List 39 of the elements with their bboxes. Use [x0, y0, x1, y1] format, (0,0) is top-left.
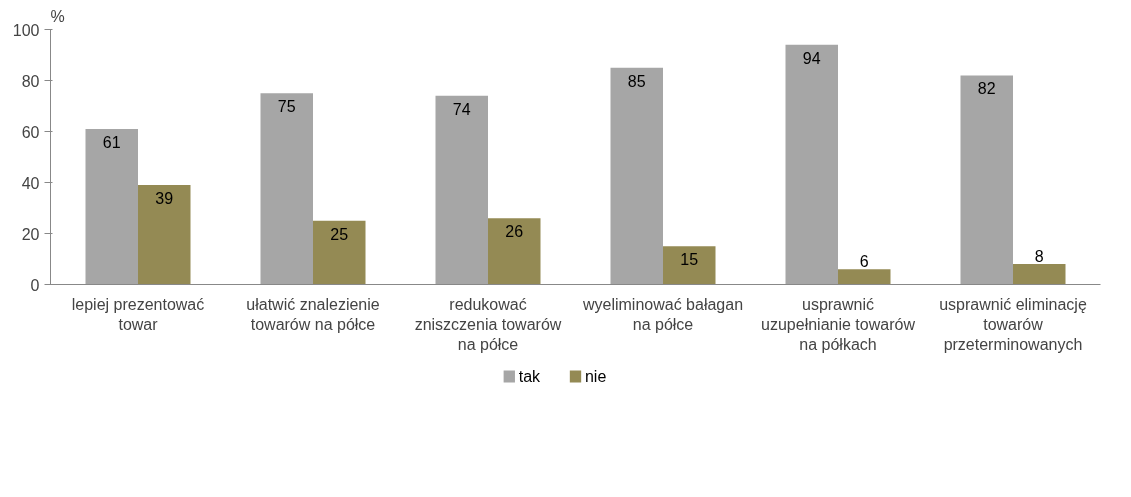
legend-label: tak — [518, 368, 542, 385]
y-tick-label: 0 — [30, 276, 40, 294]
x-tick-label: wyeliminować bałagan na półce — [581, 295, 744, 333]
bar — [610, 67, 663, 285]
y-tick-label: 80 — [21, 72, 40, 90]
data-label: 26 — [505, 222, 524, 240]
data-label: 39 — [155, 189, 174, 207]
y-tick-label: 20 — [21, 225, 40, 243]
data-label: 85 — [627, 72, 646, 90]
x-tick-label: lepiej prezentować towar — [71, 295, 205, 333]
data-label: 6 — [859, 253, 869, 271]
data-label: 94 — [802, 49, 821, 67]
data-label: 82 — [977, 80, 996, 98]
x-tick-label: redukować zniszczenia towarów na półce — [414, 295, 562, 354]
bar — [488, 218, 541, 285]
bar — [313, 220, 366, 285]
x-tick-label: usprawnić eliminację towarów przeterminowanych — [939, 295, 1087, 354]
bar — [435, 95, 488, 285]
x-tick-label: usprawnić uzupełnianie towarów na półkach — [761, 295, 916, 354]
bar — [960, 75, 1013, 285]
bar — [1013, 264, 1066, 285]
data-label: 15 — [680, 251, 699, 268]
bar — [663, 246, 716, 285]
y-tick-label: 40 — [21, 174, 40, 192]
data-label: 75 — [277, 98, 296, 115]
bar — [785, 44, 838, 285]
y-tick-label: 60 — [21, 123, 40, 141]
bar — [838, 269, 891, 285]
legend-label: nie — [584, 368, 607, 385]
data-label: 8 — [1034, 248, 1044, 266]
bar — [138, 185, 191, 285]
data-label: 61 — [102, 133, 121, 151]
data-label: 25 — [330, 225, 349, 243]
x-tick-label: ułatwić znalezienie towarów na półce — [246, 295, 380, 333]
y-tick-label: 100 — [12, 21, 40, 39]
bar — [260, 93, 313, 285]
bar — [85, 128, 138, 285]
data-label: 74 — [452, 100, 471, 118]
y-axis-title: % — [50, 7, 65, 25]
